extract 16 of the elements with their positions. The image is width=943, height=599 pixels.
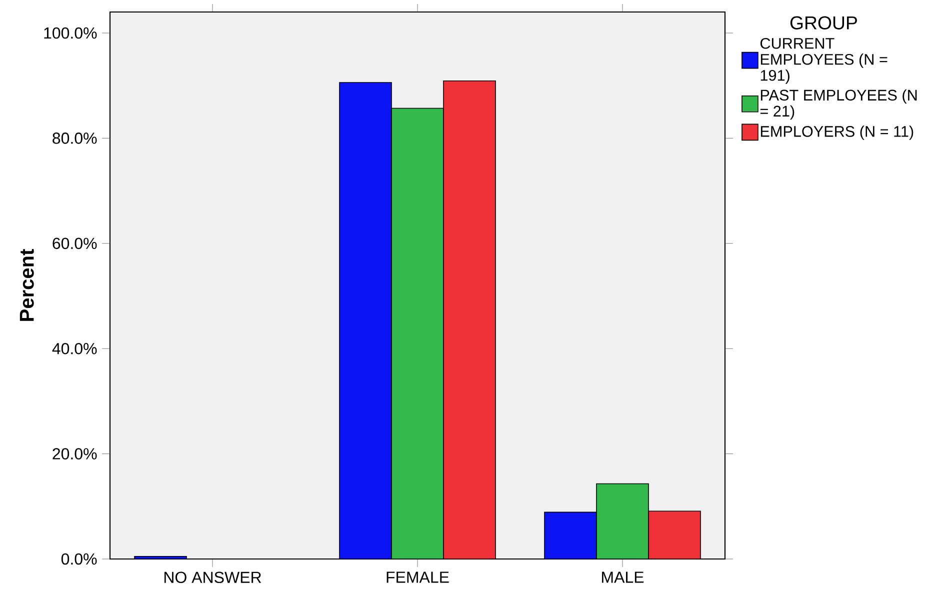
y-tick-label: 20.0% bbox=[52, 448, 97, 460]
legend-label: PAST EMPLOYEES (N = 21) bbox=[760, 89, 917, 120]
bar bbox=[544, 512, 597, 559]
y-tick-label: 80.0% bbox=[52, 132, 97, 144]
x-tick-label: MALE bbox=[602, 572, 644, 583]
y-tick-label: 100.0% bbox=[44, 27, 97, 39]
y-tick-label: 60.0% bbox=[52, 238, 97, 250]
x-tick-label: FEMALE bbox=[386, 572, 449, 583]
legend-title: GROUP bbox=[790, 16, 857, 30]
y-axis-title: Percent bbox=[20, 249, 34, 321]
y-tick-label: 0.0% bbox=[61, 553, 97, 565]
y-tick-label: 40.0% bbox=[52, 342, 97, 354]
x-tick-label: NO ANSWER bbox=[164, 572, 262, 584]
bar bbox=[339, 82, 392, 559]
legend-label: CURRENT EMPLOYEES (N = 191) bbox=[760, 38, 888, 84]
legend-label: EMPLOYERS (N = 11) bbox=[760, 126, 914, 140]
